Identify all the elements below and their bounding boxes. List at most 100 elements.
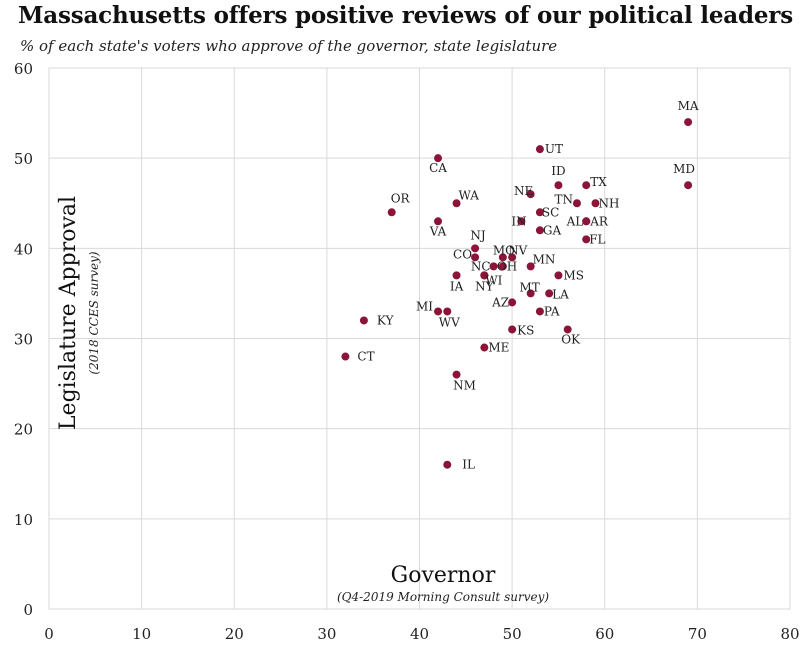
x-axis-note: (Q4-2019 Morning Consult survey): [337, 590, 549, 604]
point-label-ok: OK: [561, 332, 581, 346]
point-label-ny: NY: [475, 279, 495, 293]
data-point-nm: [452, 370, 461, 379]
point-label-in: IN: [511, 214, 526, 228]
data-point-md: [684, 181, 693, 190]
point-label-mo: MO: [493, 243, 515, 257]
point-label-ia: IA: [450, 279, 464, 293]
x-tick-label: 40: [410, 625, 429, 643]
data-point-nc: [489, 262, 498, 271]
y-tick-label: 30: [14, 331, 33, 349]
point-label-la: LA: [552, 287, 569, 301]
data-point-mn: [526, 262, 535, 271]
point-label-ar: AR: [589, 214, 609, 228]
point-label-al: AL: [566, 214, 584, 228]
point-label-nm: NM: [453, 379, 476, 393]
point-label-mn: MN: [533, 252, 556, 266]
data-point-ut: [535, 145, 544, 154]
point-label-va: VA: [429, 224, 447, 238]
point-label-wa: WA: [459, 188, 480, 202]
data-point-ms: [554, 271, 563, 280]
data-points: [341, 118, 693, 469]
x-axis-title: Governor: [391, 563, 496, 588]
data-point-wv: [443, 307, 452, 316]
x-tick-label: 60: [595, 625, 614, 643]
data-point-co: [471, 253, 480, 262]
y-tick-label: 20: [14, 421, 33, 439]
point-label-ne: NE: [514, 184, 533, 198]
data-point-ma: [684, 118, 693, 127]
point-label-mi: MI: [416, 299, 433, 313]
axis-titles: Governor (Q4-2019 Morning Consult survey…: [56, 196, 549, 604]
y-tick-label: 60: [14, 60, 33, 78]
point-label-nh: NH: [598, 196, 619, 210]
data-point-sc: [535, 208, 544, 217]
y-tick-label: 40: [14, 240, 33, 258]
point-label-ca: CA: [429, 161, 447, 175]
data-point-nh: [591, 199, 600, 208]
data-point-me: [480, 343, 489, 352]
point-label-tn: TN: [554, 192, 573, 206]
point-label-oh: OH: [497, 259, 517, 273]
point-label-or: OR: [391, 191, 411, 205]
y-tick-label: 50: [14, 150, 33, 168]
point-label-il: IL: [462, 458, 475, 472]
point-label-sc: SC: [542, 205, 559, 219]
x-tick-label: 50: [503, 625, 522, 643]
y-axis-note: (2018 CCES survey): [87, 251, 101, 374]
point-label-wv: WV: [439, 315, 460, 329]
point-label-nv: NV: [508, 243, 528, 257]
point-label-mt: MT: [520, 280, 540, 294]
x-tick-label: 10: [132, 625, 151, 643]
x-tick-label: 80: [780, 625, 799, 643]
data-point-ar: [582, 217, 591, 226]
point-label-me: ME: [488, 341, 509, 355]
data-point-ky: [359, 316, 368, 325]
tick-labels: 0 10 20 30 40 50 60 70 80 0 10 20 30 40 50 60: [14, 60, 800, 643]
data-point-va: [434, 217, 443, 226]
point-label-id: ID: [551, 164, 565, 178]
data-point-nv: [508, 253, 517, 262]
y-tick-label: 10: [14, 511, 33, 529]
point-label-nj: NJ: [470, 228, 486, 242]
y-tick-label: 0: [23, 601, 33, 619]
data-point-nj: [471, 244, 480, 253]
data-point-oh: [498, 262, 507, 271]
point-label-pa: PA: [544, 304, 560, 318]
point-label-ma: MA: [678, 99, 699, 113]
point-label-az: AZ: [491, 295, 509, 309]
chart-subtitle: % of each state's voters who approve of …: [20, 37, 558, 55]
x-tick-label: 0: [44, 625, 54, 643]
data-point-ks: [508, 325, 517, 334]
data-point-mt: [526, 289, 535, 298]
gridlines: [48, 67, 791, 610]
data-point-ga: [535, 226, 544, 235]
point-label-ks: KS: [517, 323, 534, 337]
point-label-tx: TX: [590, 175, 607, 189]
point-label-md: MD: [673, 162, 695, 176]
data-point-fl: [582, 235, 591, 244]
y-axis-title: Legislature Approval: [56, 196, 81, 430]
point-label-ky: KY: [377, 313, 395, 327]
data-point-ia: [452, 271, 461, 280]
point-label-fl: FL: [589, 232, 605, 246]
data-point-pa: [535, 307, 544, 316]
point-label-co: CO: [453, 247, 472, 261]
data-point-ct: [341, 352, 350, 361]
data-point-mo: [498, 253, 507, 262]
point-label-ms: MS: [563, 268, 584, 282]
data-point-ne: [526, 190, 535, 199]
data-point-in: [517, 217, 526, 226]
point-label-ct: CT: [357, 350, 374, 364]
data-point-wa: [452, 199, 461, 208]
data-point-tx: [582, 181, 591, 190]
data-point-ok: [563, 325, 572, 334]
point-label-ut: UT: [545, 142, 563, 156]
data-point-ca: [434, 154, 443, 163]
x-tick-label: 30: [317, 625, 336, 643]
point-label-wi: WI: [485, 273, 502, 287]
chart-title: Massachusetts offers positive reviews of…: [18, 2, 793, 29]
data-point-tn: [572, 199, 581, 208]
x-tick-label: 70: [688, 625, 707, 643]
data-point-id: [554, 181, 563, 190]
